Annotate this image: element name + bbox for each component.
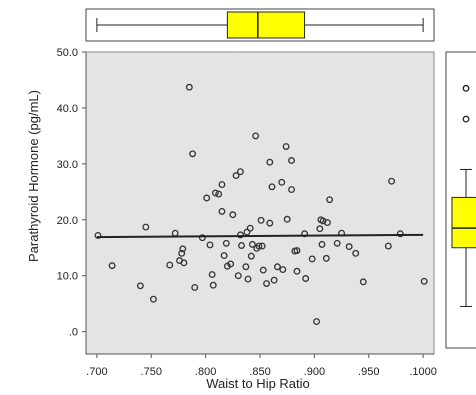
plot-background xyxy=(86,52,434,354)
x-tick-label: .950 xyxy=(358,366,379,378)
y-tick-label: 50.0 xyxy=(57,47,78,59)
y-tick-label: 30.0 xyxy=(57,159,78,171)
y-tick-label: 20.0 xyxy=(57,215,78,227)
y-tick-label: .0 xyxy=(69,327,78,339)
x-tick-label: .750 xyxy=(141,366,162,378)
x-axis-title: Waist to Hip Ratio xyxy=(206,376,310,391)
x-tick-label: .700 xyxy=(86,366,107,378)
x-box-iqr xyxy=(227,12,304,38)
x-tick-label: .1000 xyxy=(409,366,437,378)
y-axis-title: Parathyroid Hormone (pg/mL) xyxy=(26,90,41,262)
y-tick-label: 40.0 xyxy=(57,103,78,115)
y-boxplot xyxy=(446,52,476,348)
y-tick-label: 10.0 xyxy=(57,271,78,283)
y-axis-ticks: .0 10.0 20.0 30.0 40.0 50.0 xyxy=(57,47,86,339)
x-axis-ticks: .700.750.800.850.900.950.1000 xyxy=(86,354,437,378)
y-box-iqr xyxy=(452,197,476,247)
x-boxplot xyxy=(86,9,434,41)
